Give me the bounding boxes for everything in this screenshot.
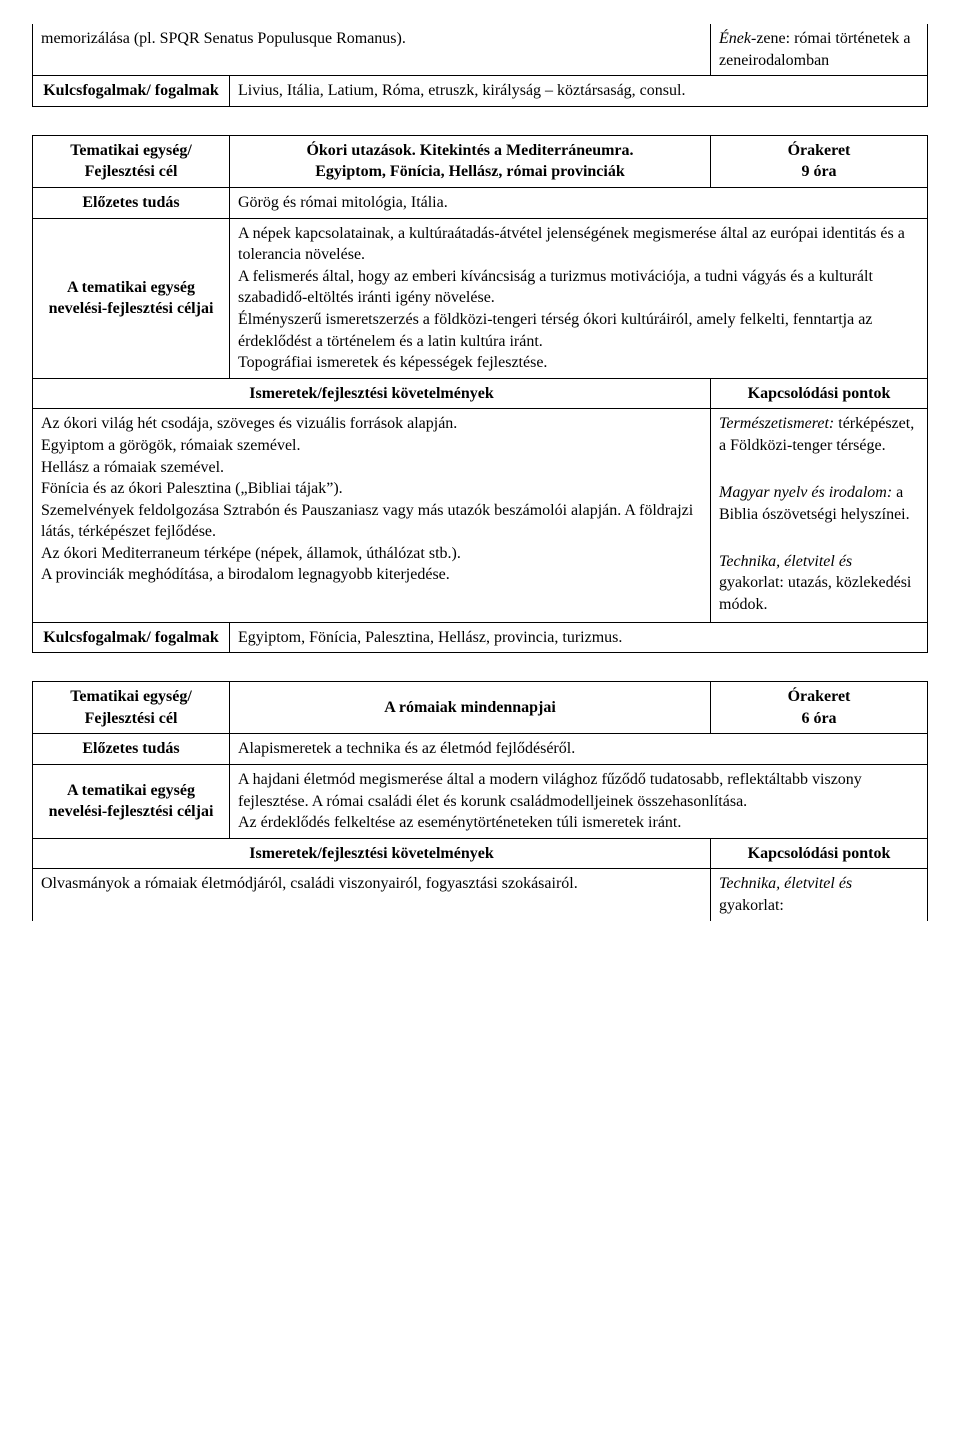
t2-r5-right-c-italic: Technika, életvitel és [719, 553, 852, 570]
t2-r2-label: Előzetes tudás [33, 187, 230, 218]
t1-r1-left-text: memorizálása (pl. SPQR Senatus Populusqu… [41, 30, 406, 47]
t2-r1-ora-l2: 9 óra [801, 163, 836, 180]
t1-row1-left: memorizálása (pl. SPQR Senatus Populusqu… [33, 24, 711, 76]
t3-r5-right-italic: Technika, életvitel és [719, 875, 852, 892]
t2-r6-text: Egyiptom, Fönícia, Palesztina, Hellász, … [230, 622, 928, 653]
t3-r1-label: Tematikai egység/ Fejlesztési cél [33, 682, 230, 734]
t2-r1-title: Ókori utazások. Kitekintés a Mediterráne… [230, 135, 711, 187]
t3-r1-ora-l1: Órakeret [788, 688, 851, 705]
t2-r1-ora-l1: Órakeret [788, 142, 851, 159]
t2-r5-p6: Az ókori Mediterraneum térképe (népek, á… [41, 543, 702, 565]
t3-r1-ora-l2: 6 óra [801, 710, 836, 727]
t3-r4-right-header: Kapcsolódási pontok [711, 838, 928, 869]
t2-r5-p1: Az ókori világ hét csodája, szöveges és … [41, 413, 702, 435]
t2-r5-right-a: Természetismeret: térképészet, a Földköz… [719, 413, 919, 456]
t2-r1-title-l2: Egyiptom, Fönícia, Hellász, római provin… [315, 163, 624, 180]
t2-r5-right-a-italic: Természetismeret: [719, 415, 834, 432]
t2-r3-body: A népek kapcsolatainak, a kultúraátadás-… [230, 218, 928, 378]
t3-r5-left: Olvasmányok a rómaiak életmódjáról, csal… [33, 869, 711, 921]
t2-r3-p3: Élményszerű ismeretszerzés a földközi-te… [238, 309, 919, 352]
t3-r5-right: Technika, életvitel és gyakorlat: [711, 869, 928, 921]
t2-r5-p7: A provinciák meghódítása, a birodalom le… [41, 564, 702, 586]
t3-r3-p2: Az érdeklődés felkeltése az eseménytörté… [238, 812, 919, 834]
t2-r1-ora: Órakeret 9 óra [711, 135, 928, 187]
t3-r2-text: Alapismeretek a technika és az életmód f… [230, 734, 928, 765]
table-3: Tematikai egység/ Fejlesztési cél A róma… [32, 681, 928, 920]
t3-r2-label: Előzetes tudás [33, 734, 230, 765]
t2-r5-right-c: Technika, életvitel és gyakorlat: utazás… [719, 551, 919, 616]
t2-r5-p5: Szemelvények feldolgozása Sztrabón és Pa… [41, 500, 702, 543]
t2-r3-p1: A népek kapcsolatainak, a kultúraátadás-… [238, 223, 919, 266]
t1-r1-right-italic: Ének- [719, 30, 756, 47]
t3-r3-label: A tematikai egység nevelési-fejlesztési … [33, 765, 230, 839]
t1-row2-label: Kulcsfogalmak/ fogalmak [33, 76, 230, 107]
t1-row2-text: Livius, Itália, Latium, Róma, etruszk, k… [230, 76, 928, 107]
t2-r5-right: Természetismeret: térképészet, a Földköz… [711, 409, 928, 622]
t2-r2-text: Görög és római mitológia, Itália. [230, 187, 928, 218]
t2-r3-label: A tematikai egység nevelési-fejlesztési … [33, 218, 230, 378]
t2-r3-p4: Topográfiai ismeretek és képességek fejl… [238, 352, 919, 374]
t2-r5-left: Az ókori világ hét csodája, szöveges és … [33, 409, 711, 622]
t2-r5-right-c-rest: gyakorlat: utazás, közlekedési módok. [719, 574, 911, 613]
t2-r5-right-b-italic: Magyar nyelv és irodalom: [719, 484, 892, 501]
t2-r6-label: Kulcsfogalmak/ fogalmak [33, 622, 230, 653]
t2-r5-p4: Fönícia és az ókori Palesztina („Bibliai… [41, 478, 702, 500]
t2-r1-label: Tematikai egység/ Fejlesztési cél [33, 135, 230, 187]
t2-r5-p3: Hellász a rómaiak szemével. [41, 457, 702, 479]
table-1: memorizálása (pl. SPQR Senatus Populusqu… [32, 24, 928, 107]
t2-r3-p2: A felismerés által, hogy az emberi kíván… [238, 266, 919, 309]
t2-r5-p2: Egyiptom a görögök, rómaiak szemével. [41, 435, 702, 457]
t1-row1-right: Ének-zene: római történetek a zeneirodal… [711, 24, 928, 76]
t2-r4-right-header: Kapcsolódási pontok [711, 378, 928, 409]
t2-r5-right-b: Magyar nyelv és irodalom: a Biblia ószöv… [719, 482, 919, 525]
t3-r1-ora: Órakeret 6 óra [711, 682, 928, 734]
t2-r1-title-l1: Ókori utazások. Kitekintés a Mediterráne… [306, 142, 633, 159]
t3-r4-left-header: Ismeretek/fejlesztési követelmények [33, 838, 711, 869]
t3-r3-p1: A hajdani életmód megismerése által a mo… [238, 769, 919, 812]
t3-r3-body: A hajdani életmód megismerése által a mo… [230, 765, 928, 839]
t2-r4-left-header: Ismeretek/fejlesztési követelmények [33, 378, 711, 409]
t3-r1-title: A rómaiak mindennapjai [230, 682, 711, 734]
table-2: Tematikai egység/ Fejlesztési cél Ókori … [32, 135, 928, 653]
t3-r5-right-rest: gyakorlat: [719, 897, 784, 914]
